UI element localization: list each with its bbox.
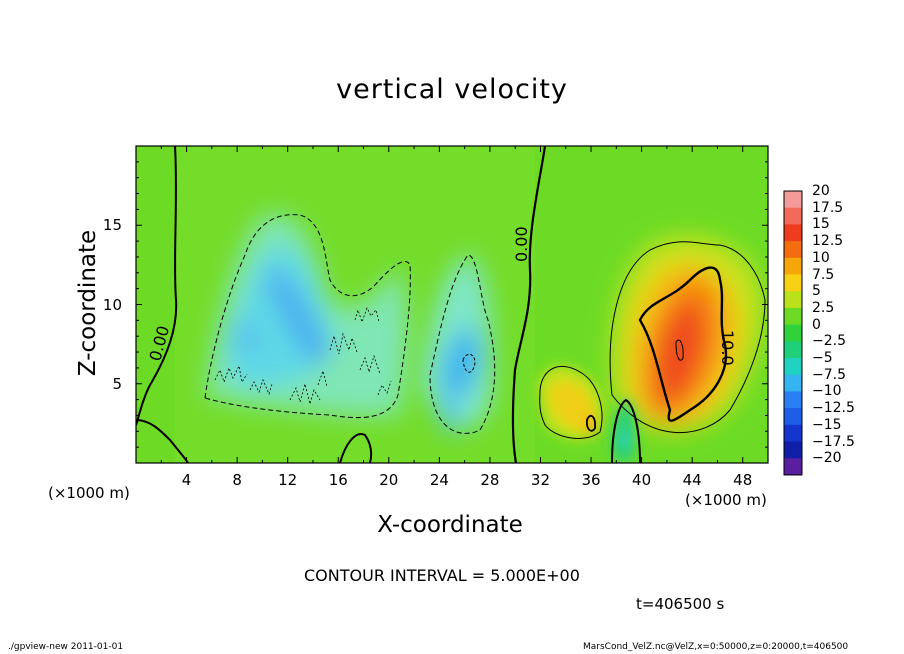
- colorbar-swatch: [784, 358, 802, 376]
- colorbar-swatch: [784, 458, 802, 476]
- colorbar-label: 20: [812, 183, 830, 199]
- zero-contour-left: [136, 146, 178, 426]
- footer-left: ./gpview-new 2011-01-01: [8, 642, 124, 652]
- colorbar-swatch: [784, 241, 802, 259]
- velocity-field: [136, 146, 768, 463]
- colorbar-label: 5: [812, 283, 821, 300]
- x-axis-label: X-coordinate: [377, 512, 523, 538]
- colorbar-swatch: [784, 391, 802, 409]
- x-tick-label: 20: [379, 471, 399, 489]
- noise-contours: [214, 306, 392, 406]
- colorbar-label: 10: [812, 249, 830, 266]
- colorbar-label: 2.5: [812, 299, 835, 316]
- x-tick-label: 4: [181, 471, 192, 489]
- x-tick-label: 32: [530, 471, 551, 489]
- colorbar-label: −5: [812, 350, 833, 366]
- updraft-contour-10: [638, 266, 728, 422]
- x-tick-label: 44: [682, 471, 702, 489]
- colorbar-label: −10: [812, 383, 842, 400]
- downdraft-contour-inner: [462, 353, 476, 373]
- colorbar-swatch: [784, 307, 802, 326]
- colorbar-swatch: [784, 274, 802, 292]
- downdraft-contour-dashed-2: [429, 254, 496, 434]
- downdraft-left: [205, 213, 408, 417]
- colorbar-label: 17.5: [812, 199, 844, 216]
- y-axis-label: Z-coordinate: [75, 229, 101, 377]
- updraft-small-contour-10: [586, 414, 596, 432]
- x-tick-label: 48: [733, 471, 753, 489]
- colorbar-label: −17.5: [812, 433, 855, 450]
- colorbar-swatch: [784, 191, 802, 209]
- colorbar-label: −20: [812, 450, 842, 467]
- x-tick-label: 16: [328, 471, 348, 489]
- zero-contour-bottom-bump: [339, 433, 373, 463]
- tick-marks: [135, 145, 769, 464]
- colorbar-frame: [783, 190, 803, 476]
- x-tick-label: 8: [232, 471, 242, 489]
- x-tick-label: 36: [581, 471, 601, 489]
- colorbar-label: −12.5: [812, 400, 855, 417]
- contour-label-group: 0.00 0.00 10.0: [146, 226, 737, 365]
- x-tick-label: 28: [480, 471, 500, 489]
- zero-contour-bottom-left: [136, 419, 189, 463]
- footer-right: MarsCond_VelZ.nc@VelZ,x=0:50000,z=0:2000…: [583, 642, 849, 652]
- colorbar-swatch: [784, 424, 802, 442]
- contour-label-middle: 0.00: [512, 226, 531, 262]
- y-tick-label: 10: [102, 295, 122, 314]
- colorbar-swatch: [784, 441, 802, 459]
- contour-label-right: 10.0: [718, 330, 737, 366]
- contour-interval-note: CONTOUR INTERVAL = 5.000E+00: [304, 566, 580, 585]
- x-tick-label: 40: [632, 471, 652, 489]
- colorbar-label: 0: [812, 316, 821, 333]
- x-unit-right: (×1000 m): [685, 491, 767, 509]
- colorbar-label: −15: [812, 416, 842, 433]
- colorbar-label: 12.5: [812, 233, 844, 250]
- colorbar-swatch: [784, 408, 802, 426]
- updraft-contour-5: [609, 241, 766, 434]
- zero-contour-right-bump: [611, 398, 641, 463]
- updraft-small-contour-5: [539, 365, 603, 439]
- downdraft-contour-dashed: [204, 214, 411, 419]
- x-tick-label: 12: [278, 471, 298, 489]
- zero-contour-middle: [511, 146, 547, 463]
- downdraft-middle: [420, 255, 493, 432]
- x-tick-label: 24: [429, 471, 449, 489]
- y-tick-label: 5: [112, 374, 122, 393]
- chart-title: vertical velocity: [336, 74, 568, 105]
- colorbar-label: 7.5: [812, 266, 835, 283]
- colorbar-label: 15: [812, 216, 830, 233]
- x-unit-left: (×1000 m): [48, 484, 130, 502]
- colorbar-swatch: [784, 291, 802, 309]
- contour-lines: [136, 146, 766, 463]
- colorbar: [783, 190, 803, 476]
- colorbar-swatch: [784, 374, 802, 392]
- colorbar-swatch: [784, 207, 802, 225]
- time-stamp: t=406500 s: [636, 595, 725, 613]
- colorbar-swatch: [784, 224, 802, 242]
- colorbar-swatch: [784, 257, 802, 275]
- colorbar-label: −2.5: [812, 333, 846, 350]
- updraft-contour-15: [675, 339, 684, 361]
- colorbar-swatch: [784, 341, 802, 359]
- colorbar-swatch: [784, 324, 802, 342]
- y-tick-label: 15: [102, 216, 122, 235]
- colorbar-label: −7.5: [812, 366, 846, 383]
